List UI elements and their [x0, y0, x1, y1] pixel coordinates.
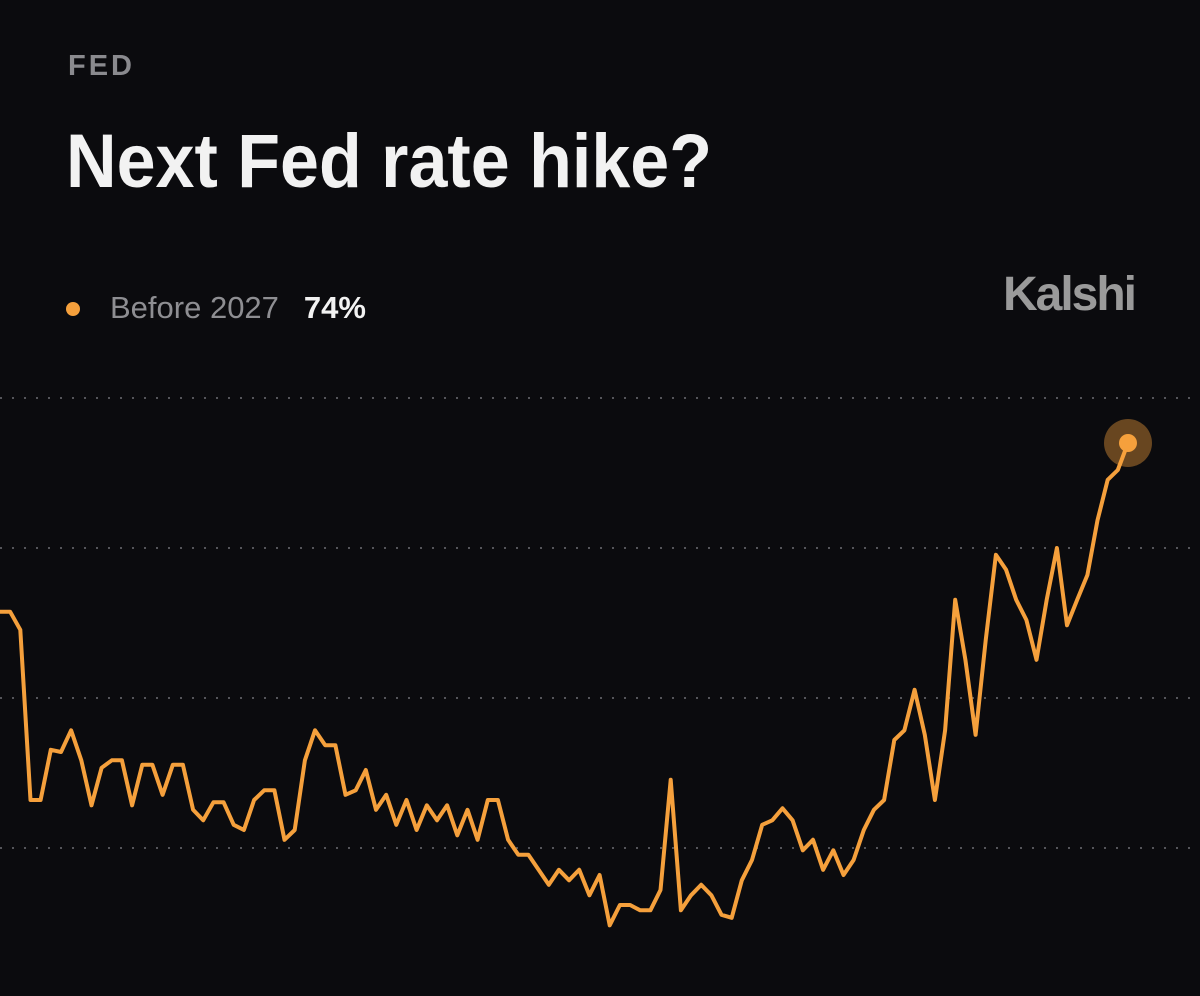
legend-dot: [66, 302, 80, 316]
legend: Before 2027 74%: [66, 290, 366, 325]
series-line: [0, 442, 1130, 928]
legend-value: 74%: [304, 290, 366, 325]
category-label: FED: [68, 50, 135, 82]
legend-label: Before 2027: [110, 290, 279, 325]
chart-title: Next Fed rate hike?: [66, 119, 712, 204]
endpoint-dot: [1119, 434, 1137, 452]
brand-logo: Kalshi: [1003, 268, 1135, 321]
